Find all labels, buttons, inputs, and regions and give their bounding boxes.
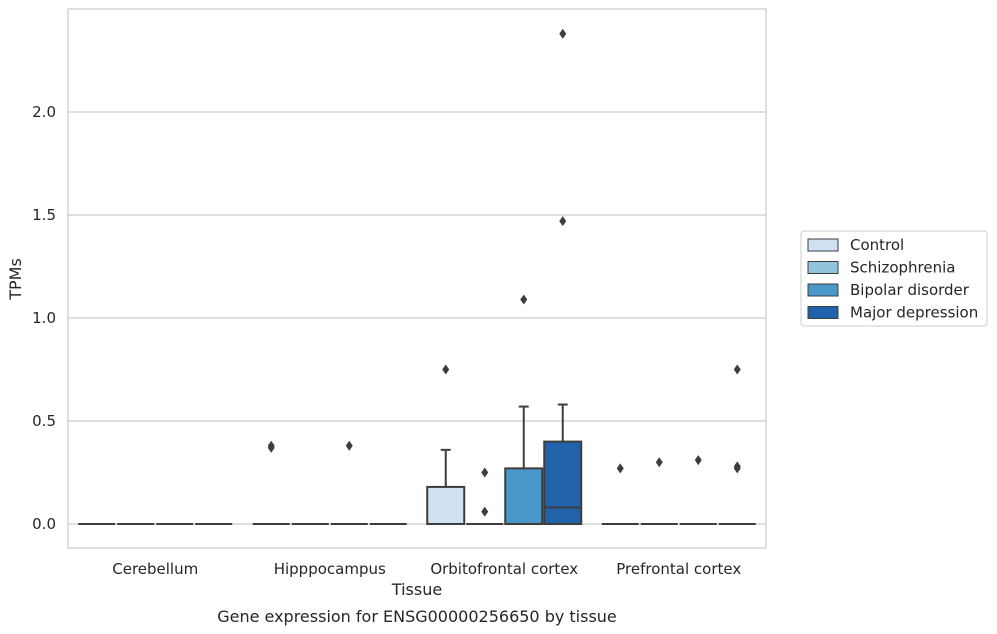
chart-caption: Gene expression for ENSG00000256650 by t… xyxy=(217,607,617,626)
box-1-3 xyxy=(640,457,678,525)
legend-swatch xyxy=(807,261,839,274)
legend-label: Control xyxy=(850,236,904,254)
x-tick-label: Orbitofrontal cortex xyxy=(430,560,578,578)
y-tick-label: 0.5 xyxy=(32,412,56,430)
outlier-point xyxy=(442,364,450,375)
y-axis-label: TPMs xyxy=(6,258,25,301)
outlier-point xyxy=(733,364,741,375)
legend-label: Bipolar disorder xyxy=(850,281,970,299)
outlier-point xyxy=(616,463,624,474)
outlier-point xyxy=(481,506,489,517)
box-0-1 xyxy=(252,440,290,525)
box-0-2 xyxy=(426,364,466,526)
outlier-point xyxy=(481,467,489,478)
legend-label: Schizophrenia xyxy=(850,259,955,277)
outlier-point xyxy=(559,216,567,227)
plot-frame xyxy=(67,8,767,549)
legend: Control Schizophrenia Bipolar disorder Majo… xyxy=(800,230,988,327)
box-2-2 xyxy=(504,294,544,526)
outlier-point xyxy=(345,440,353,451)
box-3-3 xyxy=(718,364,756,525)
x-axis-label: Tissue xyxy=(391,580,442,599)
box-plot-series xyxy=(78,28,756,526)
x-tick-label: Prefrontal cortex xyxy=(616,560,741,578)
x-tick-label: Hipppocampus xyxy=(274,560,386,578)
legend-swatch xyxy=(807,238,839,252)
x-axis-ticks: Cerebellum Hipppocampus Orbitofrontal cort… xyxy=(112,560,741,578)
y-tick-label: 1.5 xyxy=(32,206,56,224)
box-1-2 xyxy=(466,467,504,525)
box-body xyxy=(543,440,583,526)
y-tick-label: 0.0 xyxy=(32,515,56,533)
outlier-point xyxy=(520,294,528,305)
legend-frame xyxy=(800,230,988,327)
legend-swatch xyxy=(807,306,839,319)
outlier-point xyxy=(733,461,741,472)
outlier-point xyxy=(655,457,663,468)
box-2-1 xyxy=(330,440,368,525)
legend-label: Major depression xyxy=(850,304,978,322)
box-0-3 xyxy=(601,463,639,525)
box-2-3 xyxy=(679,455,717,525)
box-body xyxy=(426,485,466,526)
x-tick-label: Cerebellum xyxy=(112,560,198,578)
outlier-point xyxy=(267,440,275,451)
y-tick-label: 1.0 xyxy=(32,309,56,327)
y-axis-ticks: 0.0 0.5 1.0 1.5 2.0 xyxy=(32,103,56,533)
y-tick-label: 2.0 xyxy=(32,103,56,121)
outlier-point xyxy=(559,28,567,39)
box-body xyxy=(504,467,544,526)
outlier-point xyxy=(694,455,702,466)
legend-swatch xyxy=(807,283,839,297)
box-3-2 xyxy=(543,28,583,526)
